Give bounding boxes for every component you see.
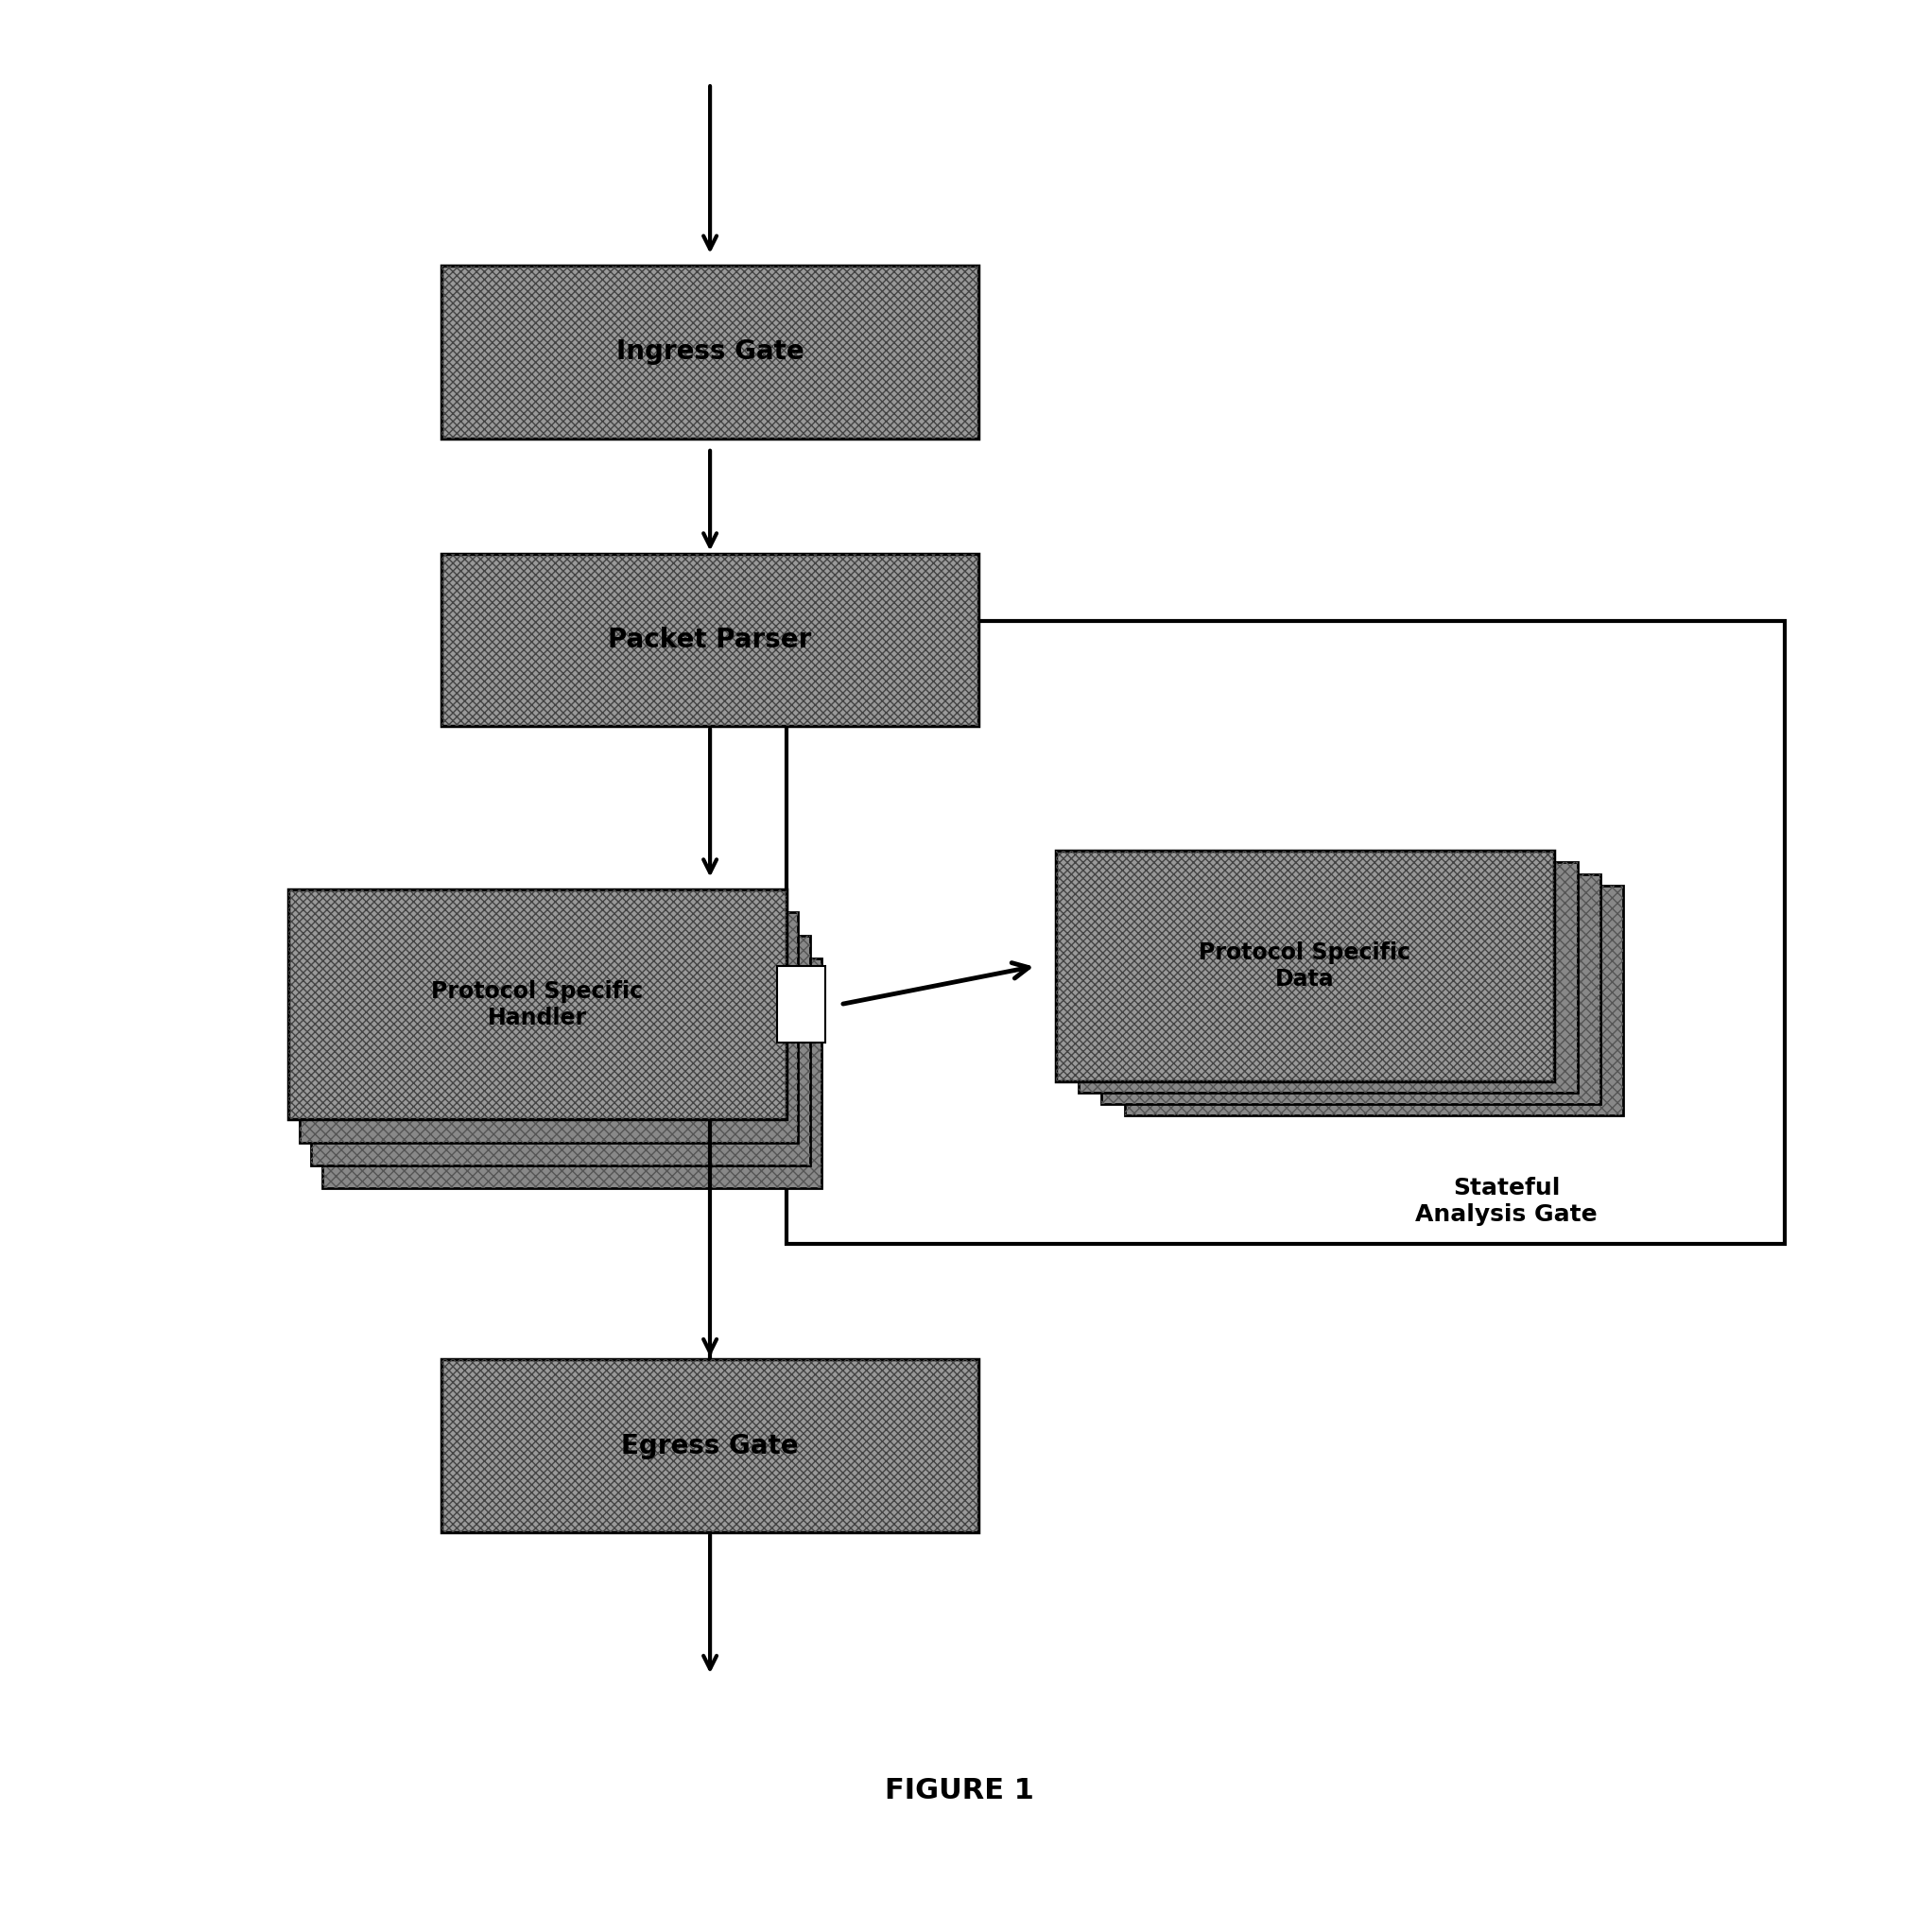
- Text: Packet Parser: Packet Parser: [608, 626, 812, 653]
- Bar: [322, 958, 821, 1188]
- Bar: [288, 889, 787, 1119]
- Bar: [1055, 850, 1554, 1082]
- Bar: [441, 267, 979, 439]
- Bar: [1078, 862, 1577, 1094]
- Bar: [288, 889, 787, 1119]
- Bar: [1102, 873, 1600, 1105]
- Text: Protocol Specific
Handler: Protocol Specific Handler: [432, 980, 643, 1030]
- Bar: [441, 553, 979, 726]
- Bar: [1125, 885, 1623, 1115]
- Bar: [322, 958, 821, 1188]
- Bar: [311, 935, 810, 1165]
- Text: FIGURE 1: FIGURE 1: [885, 1777, 1034, 1804]
- Bar: [787, 620, 1785, 1244]
- Bar: [441, 267, 979, 439]
- Text: Ingress Gate: Ingress Gate: [616, 338, 804, 365]
- Bar: [299, 912, 798, 1142]
- Text: Stateful
Analysis Gate: Stateful Analysis Gate: [1416, 1177, 1597, 1227]
- Bar: [1078, 862, 1577, 1094]
- Bar: [1055, 850, 1554, 1082]
- Bar: [441, 1360, 979, 1532]
- Bar: [441, 553, 979, 726]
- Text: Protocol Specific
Data: Protocol Specific Data: [1199, 941, 1410, 991]
- Bar: [777, 966, 825, 1043]
- Bar: [441, 1360, 979, 1532]
- Bar: [1102, 873, 1600, 1105]
- Bar: [299, 912, 798, 1142]
- Text: Egress Gate: Egress Gate: [622, 1432, 798, 1459]
- Bar: [1125, 885, 1623, 1115]
- Bar: [311, 935, 810, 1165]
